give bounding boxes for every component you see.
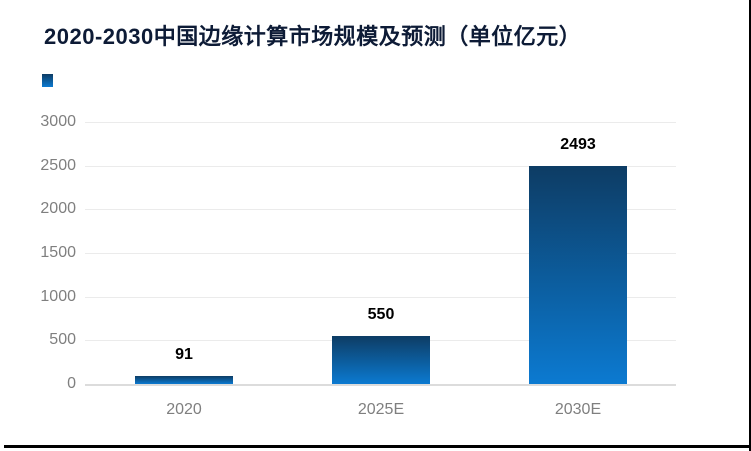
legend-swatch	[42, 74, 53, 87]
y-axis-tick-label: 500	[49, 331, 76, 348]
bar-2020	[135, 376, 233, 384]
gridline	[85, 253, 676, 254]
y-axis-tick-label: 2000	[40, 200, 76, 217]
x-axis-category-label: 2030E	[554, 401, 602, 418]
bar-2025E	[332, 336, 430, 384]
y-axis-tick-label: 2500	[40, 157, 76, 174]
gridline	[85, 122, 676, 123]
gridline	[85, 209, 676, 210]
chart-title: 2020-2030中国边缘计算市场规模及预测（单位亿元）	[44, 24, 582, 49]
bar-2030E	[529, 166, 627, 384]
frame-border-right	[749, 0, 751, 451]
frame-border-bottom	[4, 445, 751, 448]
x-axis-line	[85, 384, 676, 386]
value-label-2025E: 550	[367, 306, 395, 323]
y-axis-tick-label: 3000	[40, 113, 76, 130]
y-axis-tick-label: 1500	[40, 244, 76, 261]
gridline	[85, 297, 676, 298]
y-axis-tick-label: 1000	[40, 288, 76, 305]
x-axis-category-label: 2025E	[357, 401, 405, 418]
value-label-2020: 91	[175, 346, 193, 363]
gridline	[85, 166, 676, 167]
y-axis-tick-label: 0	[67, 375, 76, 392]
value-label-2030E: 2493	[560, 136, 596, 153]
x-axis-category-label: 2020	[166, 401, 202, 418]
